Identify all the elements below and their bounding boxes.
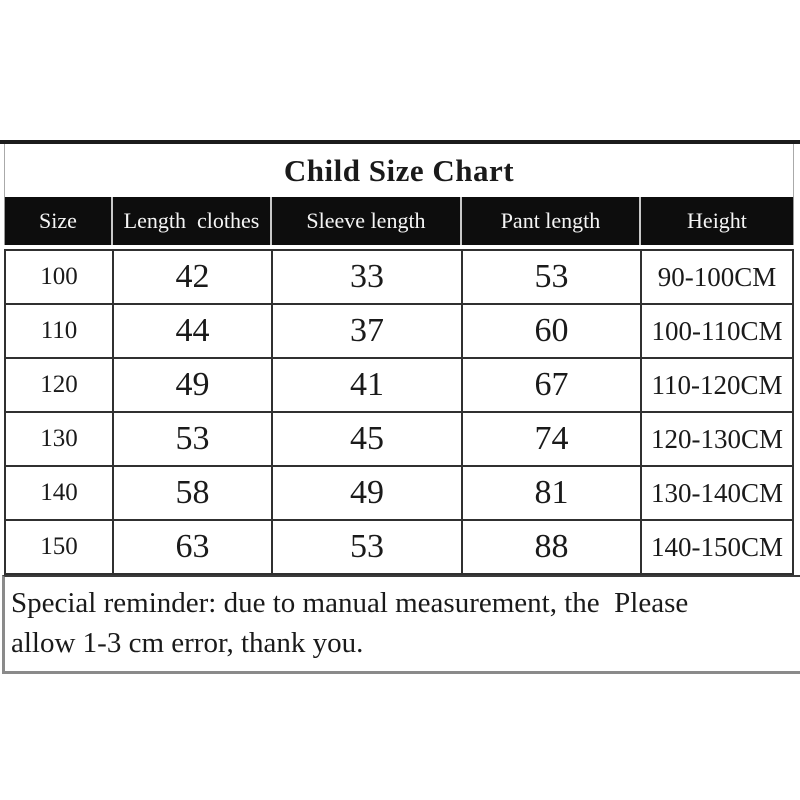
cell-height: 120-130CM [640,411,794,467]
cell-length: 42 [112,249,273,305]
cell-pant: 67 [461,357,642,413]
special-reminder-box: Special reminder: due to manual measurem… [2,575,800,674]
cell-length: 58 [112,465,273,521]
cell-size: 130 [4,411,114,467]
cell-sleeve: 45 [271,411,463,467]
table-row: 140 58 49 81 130-140CM [4,465,794,521]
cell-pant: 81 [461,465,642,521]
cell-size: 140 [4,465,114,521]
cell-height: 110-120CM [640,357,794,413]
cell-pant: 74 [461,411,642,467]
cell-sleeve: 33 [271,249,463,305]
table-row: 120 49 41 67 110-120CM [4,357,794,413]
size-chart: Child Size Chart Size Length clothes Sle… [2,144,800,674]
cell-sleeve: 49 [271,465,463,521]
cell-size: 100 [4,249,114,305]
header-pant-length: Pant length [462,197,641,245]
size-table-body: 100 42 33 53 90-100CM 110 44 37 60 100-1… [4,249,794,575]
cell-length: 44 [112,303,273,359]
page-title: Child Size Chart [283,152,515,188]
table-row: 150 63 53 88 140-150CM [4,519,794,575]
header-sleeve-length: Sleeve length [272,197,462,245]
reminder-line-2: allow 1-3 cm error, thank you. [11,627,364,659]
title-row: Child Size Chart [4,144,794,197]
cell-height: 140-150CM [640,519,794,575]
table-row: 130 53 45 74 120-130CM [4,411,794,467]
cell-pant: 88 [461,519,642,575]
cell-height: 100-110CM [640,303,794,359]
table-header-row: Size Length clothes Sleeve length Pant l… [4,197,794,245]
cell-length: 63 [112,519,273,575]
reminder-line-1: Special reminder: due to manual measurem… [11,587,689,619]
cell-sleeve: 41 [271,357,463,413]
cell-sleeve: 37 [271,303,463,359]
header-height: Height [641,197,793,245]
header-length-clothes: Length clothes [113,197,272,245]
table-row: 100 42 33 53 90-100CM [4,249,794,305]
cell-pant: 60 [461,303,642,359]
cell-length: 53 [112,411,273,467]
cell-size: 120 [4,357,114,413]
cell-height: 90-100CM [640,249,794,305]
header-size: Size [5,197,113,245]
cell-pant: 53 [461,249,642,305]
top-border-line [0,140,800,144]
cell-size: 110 [4,303,114,359]
cell-height: 130-140CM [640,465,794,521]
table-row: 110 44 37 60 100-110CM [4,303,794,359]
cell-sleeve: 53 [271,519,463,575]
cell-length: 49 [112,357,273,413]
cell-size: 150 [4,519,114,575]
